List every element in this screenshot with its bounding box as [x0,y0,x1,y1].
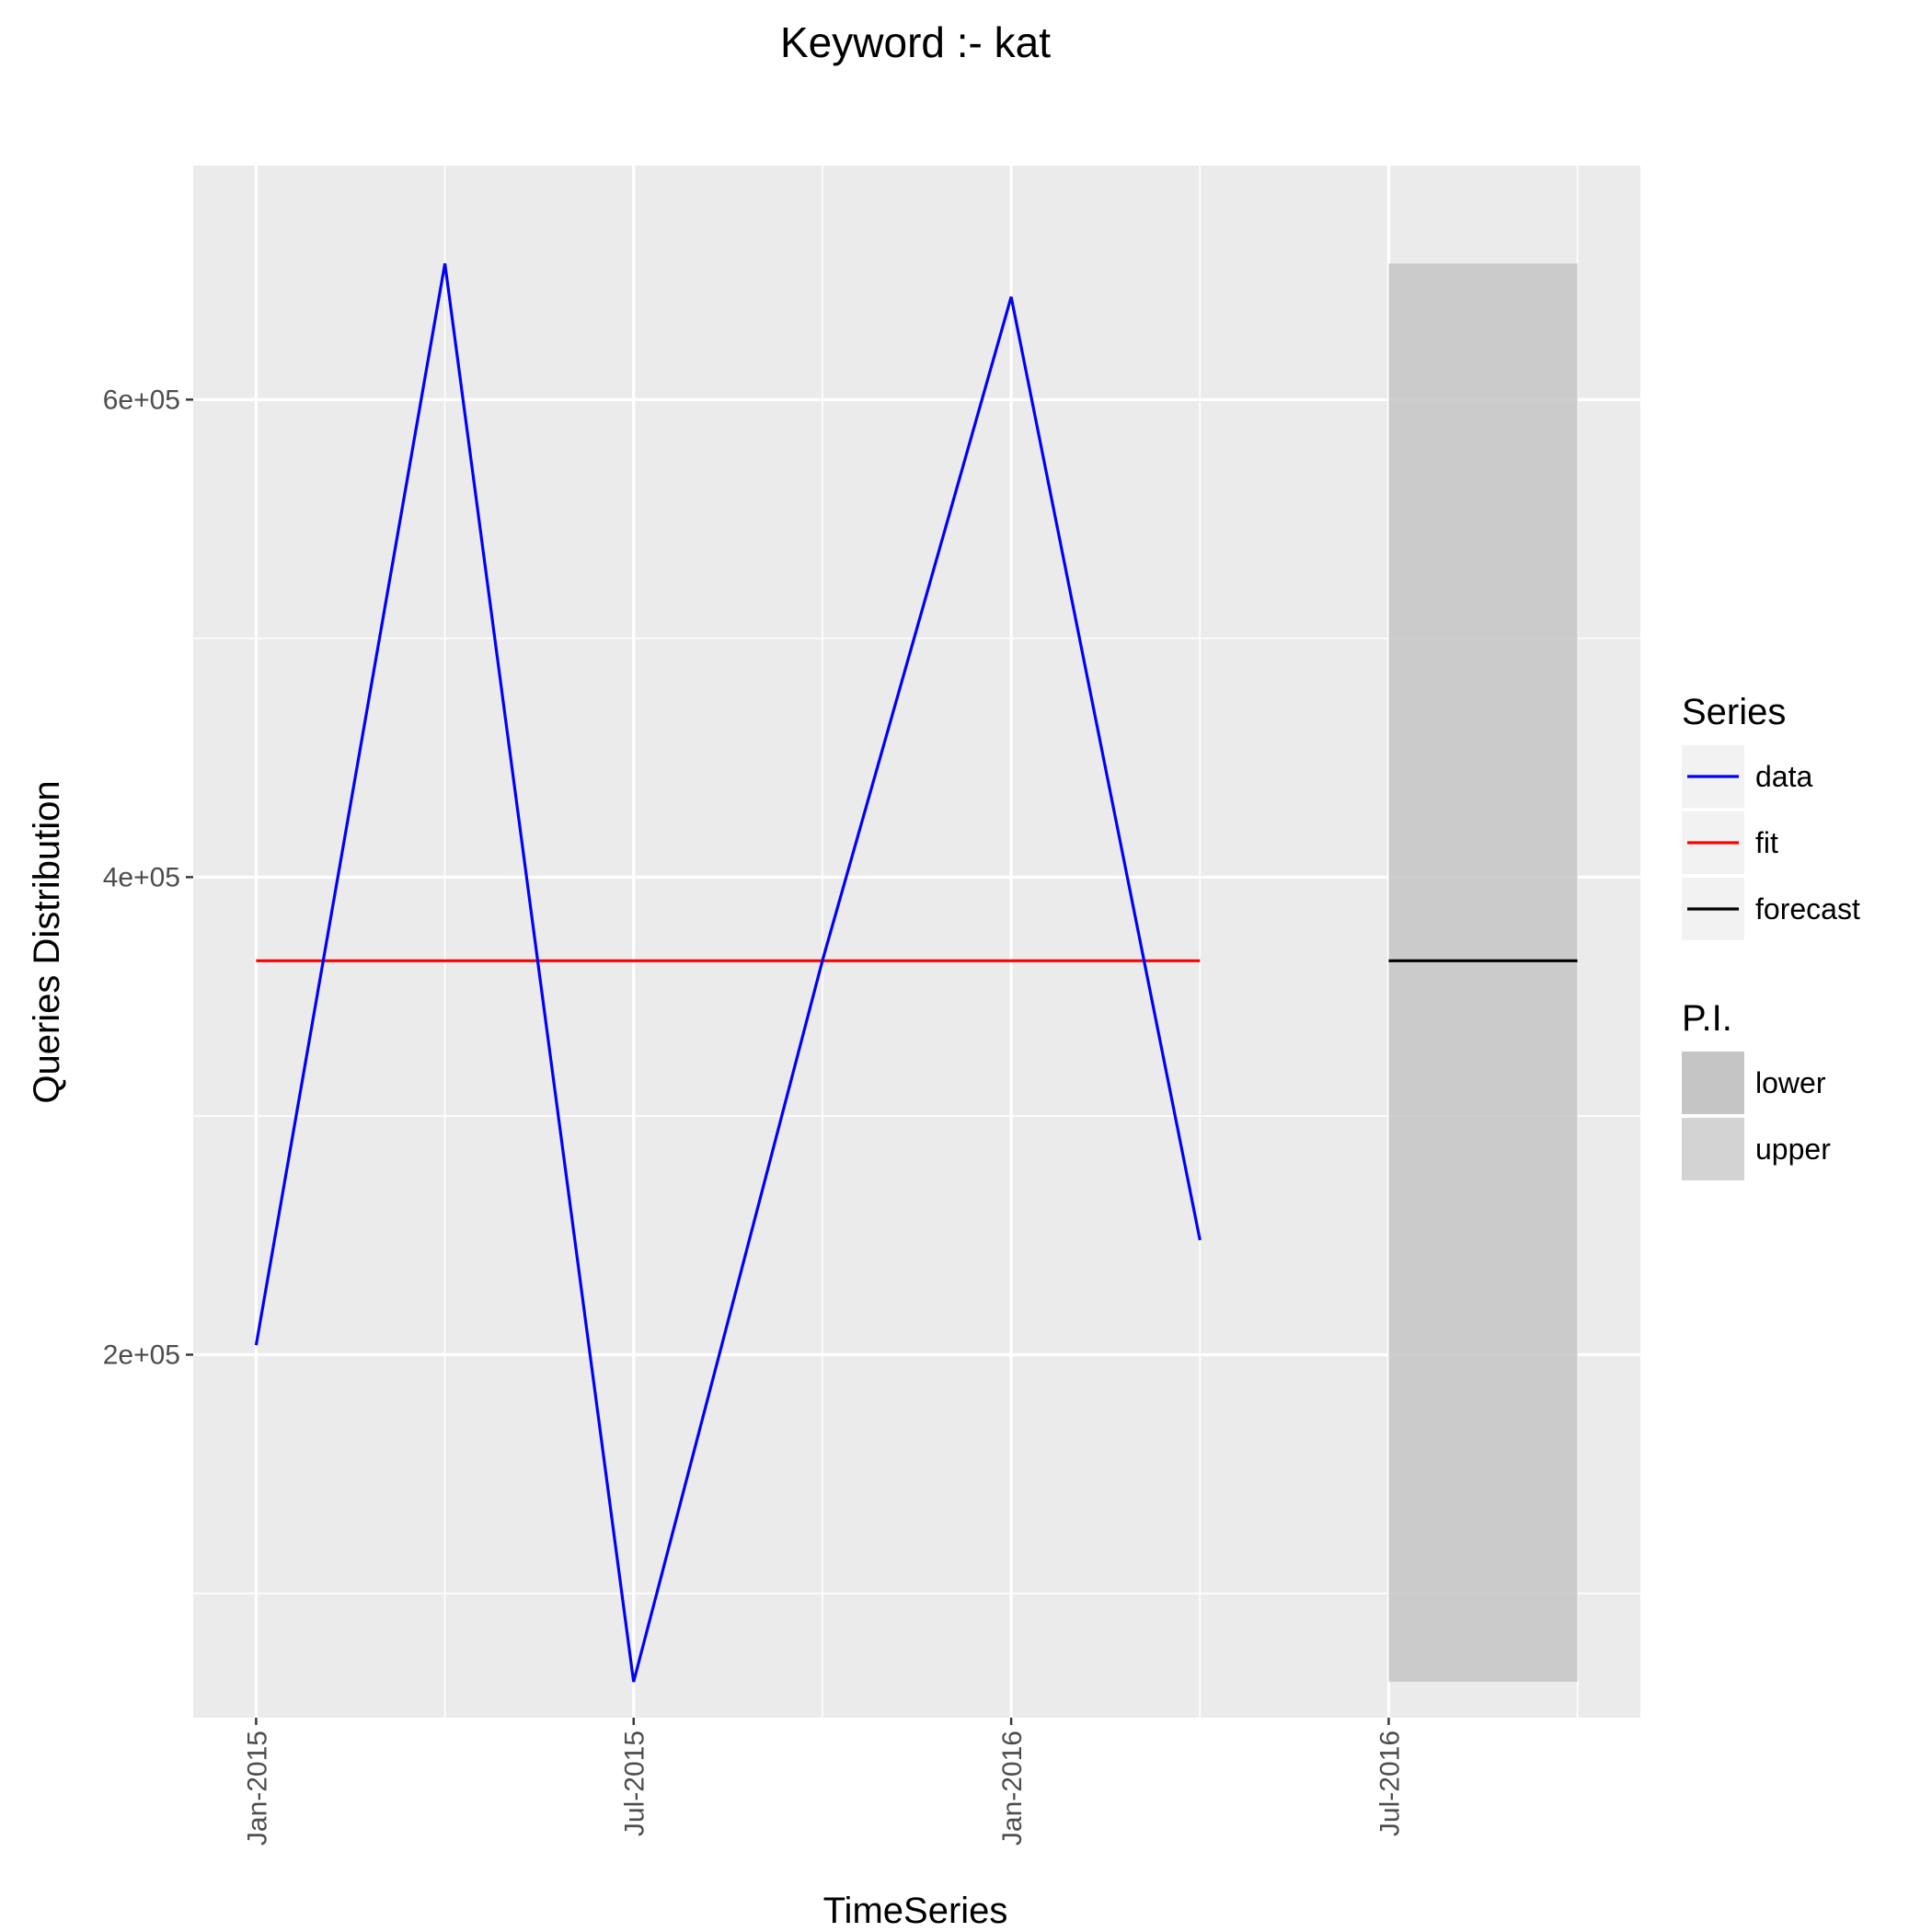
x-tick-label: Jul-2015 [620,1731,650,1836]
legend-label-fit: fit [1755,826,1778,859]
legend-label-data: data [1755,760,1812,793]
legend-title-series: Series [1682,692,1786,732]
x-tick-label: Jan-2015 [242,1731,272,1846]
legend-label-lower: lower [1755,1066,1826,1099]
x-tick-label: Jan-2016 [997,1731,1028,1846]
y-tick-label: 2e+05 [103,1340,180,1371]
y-axis: 2e+05 4e+05 6e+05 [103,385,193,1371]
series-layer [254,263,1578,1683]
y-axis-title: Queries Distribution [27,780,67,1103]
legend-key-lower [1682,1052,1744,1114]
x-axis-title: TimeSeries [823,1891,1008,1931]
y-tick-label: 6e+05 [103,385,180,415]
legend-label-forecast: forecast [1755,892,1860,926]
legend-label-upper: upper [1755,1133,1831,1166]
x-tick-label: Jul-2016 [1374,1731,1405,1836]
chart-title: Keyword :- kat [780,18,1051,66]
prediction-interval-band [1388,263,1578,1683]
series-line-data [254,263,1202,1683]
legend: Series data fit forecast P.I. lower upper [1682,692,1860,1180]
x-axis: Jan-2015 Jul-2015 Jan-2016 Jul-2016 [242,1718,1405,1846]
legend-title-pi: P.I. [1682,998,1732,1039]
y-tick-label: 4e+05 [103,862,180,892]
prediction-interval-layer [1388,263,1578,1683]
legend-key-upper [1682,1118,1744,1180]
